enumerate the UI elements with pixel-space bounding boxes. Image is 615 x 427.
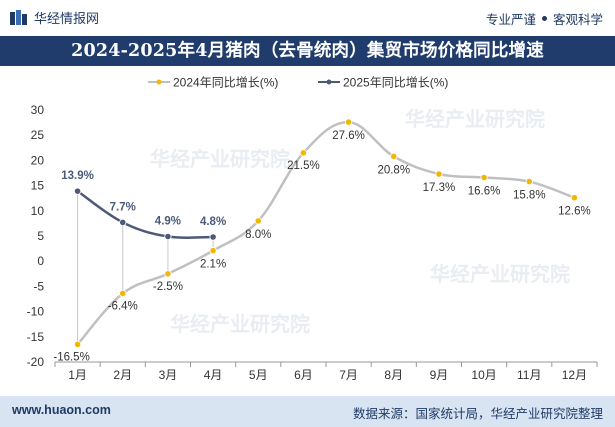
series-2025-point[interactable] (209, 233, 217, 241)
series-2024-point[interactable] (119, 289, 127, 298)
series-2025-point[interactable] (73, 187, 82, 195)
legend-marker-1 (156, 79, 162, 85)
legend-marker-2 (326, 79, 332, 85)
x-tick-label: 2月 (113, 368, 132, 382)
series-2024-label: 17.3% (423, 182, 456, 194)
watermark-text: 华经产业研究院 (405, 107, 545, 131)
series-2024-label: 16.6% (468, 186, 501, 198)
y-tick-label: -15 (27, 330, 45, 344)
brand-name: 华经情报网 (34, 12, 100, 27)
x-tick-label: 7月 (339, 368, 358, 382)
series-2024-point[interactable] (570, 194, 579, 202)
series-2025-label: 7.7% (110, 201, 136, 213)
y-tick-label: 30 (31, 103, 45, 117)
y-tick-label: -5 (33, 279, 44, 293)
series-2024-label: 27.6% (332, 130, 365, 142)
series-2025-label: 4.9% (155, 216, 181, 228)
data-points (73, 118, 579, 348)
series-2024-point[interactable] (73, 340, 82, 348)
top-bar: 华经情报网 专业严谨 客观科学 (0, 0, 615, 36)
x-tick-label: 8月 (384, 368, 403, 382)
x-tick-label: 11月 (517, 368, 541, 382)
series-2024-label: 21.5% (287, 160, 320, 172)
series-2025-point[interactable] (164, 232, 172, 241)
x-tick-label: 10月 (471, 368, 496, 382)
legend-label-1[interactable]: 2024年同比增长(%) (173, 76, 278, 90)
watermark-text: 华经产业研究院 (430, 262, 570, 286)
watermark-text: 华经产业研究院 (170, 312, 310, 336)
chart-title: 2024-2025年4月猪肉（去骨统肉）集贸市场价格同比增速 (0, 36, 615, 66)
data-labels: -16.5% -6.4% -2.5% 2.1% 8.0% 21.5% 27.6% 20.8% 1… (53, 130, 590, 363)
huajing-logo-icon (10, 9, 27, 25)
series-2024-point[interactable] (164, 270, 172, 278)
series-2024-point[interactable] (344, 118, 353, 126)
series-2024-label: 20.8% (377, 164, 410, 176)
x-tick-label: 1月 (68, 368, 87, 382)
slogan-tag-2: 客观科学 (552, 12, 603, 27)
y-tick-label: 10 (31, 204, 45, 218)
dot-separator-icon (541, 16, 547, 21)
y-tick-label: -20 (27, 355, 45, 369)
x-tick-label: 9月 (430, 368, 449, 382)
x-tick-label: 6月 (294, 368, 313, 382)
x-tick-label: 3月 (159, 368, 178, 382)
legend-label-2[interactable]: 2025年同比增长(%) (343, 76, 448, 90)
series-2024-point[interactable] (525, 177, 533, 186)
footer-website[interactable]: www.huaon.com (12, 403, 111, 417)
watermark-text: 华经产业研究院 (150, 147, 290, 171)
series-2024-point[interactable] (390, 152, 398, 160)
series-2024-label: 12.6% (558, 206, 591, 218)
y-tick-label: -10 (27, 305, 45, 319)
series-2024-label: 2.1% (200, 259, 226, 271)
x-tick-label: 12月 (562, 368, 587, 382)
series-2024-label: 15.8% (513, 190, 546, 202)
series-2024-label: -6.4% (108, 300, 138, 312)
series-2024-point[interactable] (209, 247, 217, 255)
y-tick-label: 0 (37, 254, 44, 268)
x-tick-label: 4月 (204, 368, 223, 382)
slogan-tag-1: 专业严谨 (485, 12, 536, 27)
series-2025-line (76, 190, 214, 240)
y-tick-label: 15 (31, 179, 45, 193)
footer: www.huaon.com 数据来源：国家统计局，华经产业研究院整理 (0, 396, 615, 427)
drop-lines (77, 191, 214, 345)
x-axis: 1月 2月 3月 4月 5月 6月 7月 8月 9月 10月 11月 12月 (54, 361, 598, 382)
series-2024-label: -2.5% (153, 281, 183, 293)
series-2024-point[interactable] (480, 173, 488, 182)
series-2025-point[interactable] (119, 218, 127, 226)
series-2024-label: 8.0% (245, 229, 271, 241)
footer-source: 数据来源：国家统计局，华经产业研究院整理 (352, 406, 603, 421)
series-2024-point[interactable] (299, 149, 308, 157)
y-tick-label: 25 (31, 128, 45, 142)
slogan: 专业严谨 客观科学 (486, 9, 603, 28)
brand[interactable]: 华经情报网 (10, 8, 99, 27)
series-2024-label: -16.5% (53, 351, 89, 363)
y-axis: -20 -15 -10 -5 0 5 10 15 20 25 30 (27, 103, 45, 369)
x-tick-label: 5月 (249, 368, 268, 382)
y-tick-label: 5 (37, 229, 44, 243)
series-2025-label: 13.9% (61, 170, 94, 182)
series-2024-point[interactable] (435, 170, 443, 178)
y-tick-label: 20 (31, 153, 45, 167)
legend: 2024年同比增长(%) 2025年同比增长(%) (148, 76, 448, 90)
series-2025-label: 4.8% (200, 216, 226, 228)
series-2024-point[interactable] (254, 217, 262, 225)
